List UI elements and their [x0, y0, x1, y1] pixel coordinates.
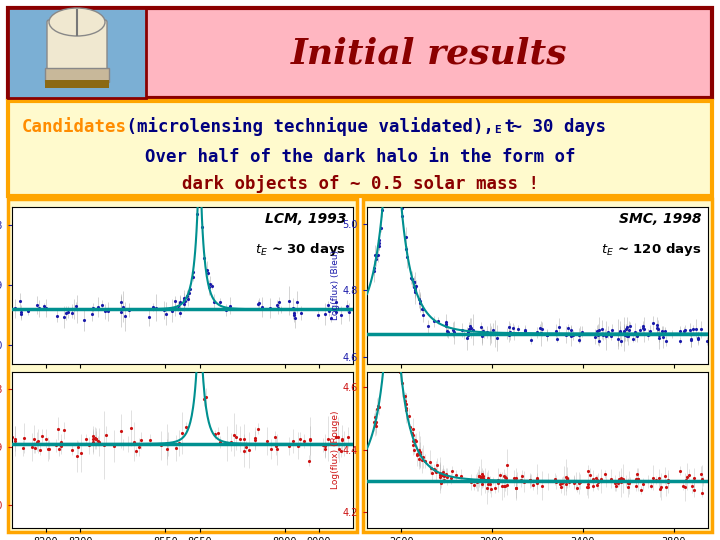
Text: dark objects of ~ 0.5 solar mass !: dark objects of ~ 0.5 solar mass ! — [181, 175, 539, 193]
Text: (microlensing technique validated), t: (microlensing technique validated), t — [116, 118, 515, 137]
Text: ~ 30 days: ~ 30 days — [501, 118, 606, 136]
Text: Over half of the dark halo in the form of: Over half of the dark halo in the form o… — [145, 148, 575, 166]
Bar — [45, 80, 109, 88]
FancyBboxPatch shape — [47, 20, 107, 72]
Text: $t_E$ ~ 30 days: $t_E$ ~ 30 days — [255, 241, 346, 259]
Ellipse shape — [49, 8, 105, 36]
Bar — [8, 199, 357, 532]
Text: Initial results: Initial results — [291, 36, 567, 70]
Text: 13: 13 — [685, 510, 708, 528]
Text: SMC, 1998: SMC, 1998 — [618, 212, 701, 226]
Bar — [8, 101, 712, 196]
Y-axis label: Log(flux) (Bleu): Log(flux) (Bleu) — [330, 250, 340, 320]
Bar — [45, 68, 109, 82]
Text: LCM, 1993: LCM, 1993 — [265, 212, 346, 226]
Text: $t_E$ ~ 120 days: $t_E$ ~ 120 days — [601, 241, 701, 259]
Bar — [8, 8, 146, 98]
Text: Candidates: Candidates — [22, 118, 127, 136]
Text: E: E — [494, 125, 500, 135]
Bar — [363, 199, 712, 532]
Bar — [8, 8, 712, 98]
Y-axis label: Log(flux) (Rouge): Log(flux) (Rouge) — [330, 410, 340, 489]
